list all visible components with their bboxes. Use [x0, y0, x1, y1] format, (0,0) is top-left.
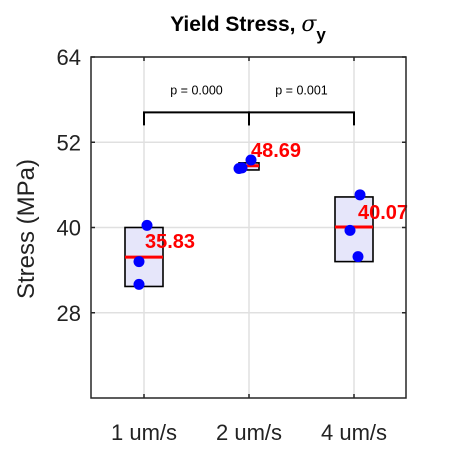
data-point	[344, 224, 356, 236]
chart-title: Yield Stress, σy	[170, 12, 326, 44]
y-axis-label: Stress (MPa)	[13, 159, 40, 299]
significance-brackets: p = 0.000 p = 0.001	[143, 83, 355, 126]
y-tick-label: 52	[57, 130, 81, 155]
title-subscript: y	[316, 25, 326, 44]
mean-value-label-2: 48.69	[251, 140, 301, 162]
data-point	[245, 154, 257, 166]
data-point	[133, 256, 145, 268]
y-tick-label: 28	[57, 301, 81, 326]
y-tick-label: 40	[57, 216, 81, 241]
title-symbol: σ	[301, 12, 317, 37]
title-text: Yield Stress,	[170, 13, 301, 36]
ticks: 28 40 52 64 1 um/s 2 um/s 4 um/s	[57, 45, 406, 445]
bracket-1	[143, 111, 250, 126]
mean-value-label-3: 40.07	[358, 202, 408, 224]
data-point	[233, 163, 245, 175]
x-tick-label: 1 um/s	[111, 420, 177, 445]
x-tick-label: 4 um/s	[321, 420, 387, 445]
p-value-label-1: p = 0.000	[170, 83, 223, 97]
bracket-2	[248, 111, 355, 126]
data-point	[352, 251, 364, 263]
x-tick-label: 2 um/s	[216, 420, 282, 445]
data-point	[354, 189, 366, 201]
y-tick-label: 64	[57, 45, 81, 70]
mean-labels: 35.83 48.69 40.07	[145, 140, 408, 253]
p-value-label-2: p = 0.001	[275, 83, 328, 97]
data-point	[133, 278, 145, 290]
mean-value-label-1: 35.83	[145, 231, 195, 253]
data-points	[133, 154, 366, 290]
data-point	[141, 219, 153, 231]
